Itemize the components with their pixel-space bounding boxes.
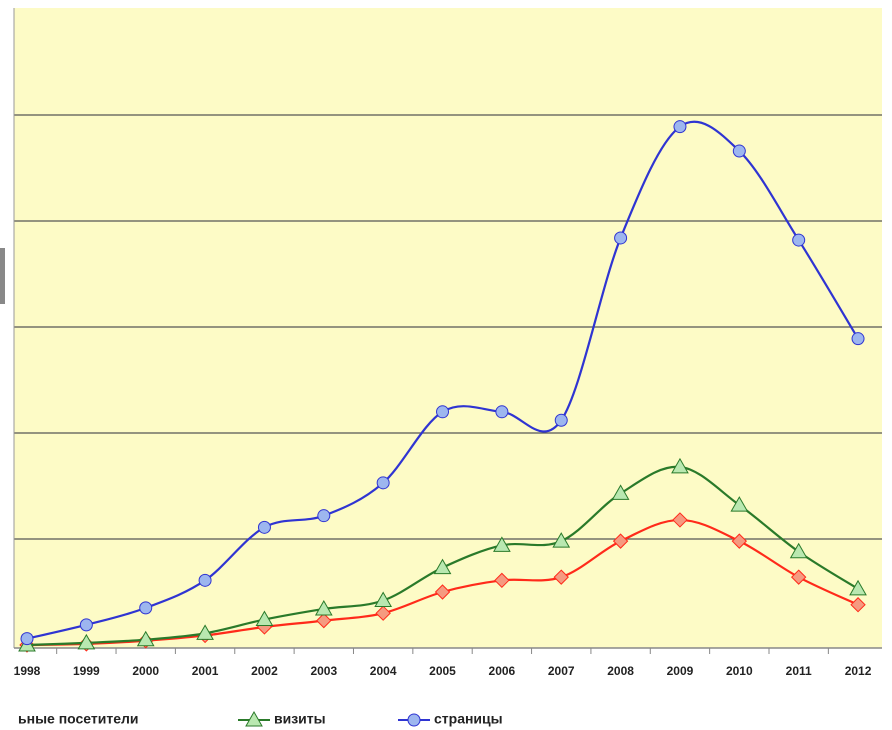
point xyxy=(433,558,452,575)
point xyxy=(317,509,331,523)
point xyxy=(493,536,511,552)
point xyxy=(851,332,865,346)
point xyxy=(375,605,391,621)
point xyxy=(611,484,630,500)
point xyxy=(198,573,212,587)
x-tick-label: 2002 xyxy=(251,664,278,678)
point xyxy=(552,532,571,548)
x-tick-label: 2000 xyxy=(132,664,159,678)
point xyxy=(731,533,748,549)
point xyxy=(79,618,93,632)
x-tick-label: 2007 xyxy=(548,664,575,678)
series-layer xyxy=(18,120,867,653)
point xyxy=(314,599,333,616)
x-tick-label: 2001 xyxy=(192,664,219,678)
point xyxy=(20,632,34,646)
point xyxy=(436,405,450,419)
point xyxy=(77,633,96,650)
point xyxy=(376,476,390,490)
point xyxy=(139,601,153,615)
point xyxy=(790,569,807,585)
legend-marker xyxy=(245,710,263,727)
edge-fragment xyxy=(0,248,5,304)
legend: ьные посетители визиты страницы xyxy=(18,711,503,727)
point xyxy=(554,413,568,427)
legend-label: визиты xyxy=(274,711,326,727)
x-tick-label: 2004 xyxy=(370,664,397,678)
x-tick-label: 2012 xyxy=(845,664,872,678)
point xyxy=(792,233,806,247)
point xyxy=(850,597,866,613)
point xyxy=(196,624,214,640)
point xyxy=(494,572,510,589)
point xyxy=(136,630,155,647)
x-tick-label: 1998 xyxy=(14,664,41,678)
point xyxy=(374,591,393,607)
series-line xyxy=(26,120,859,640)
point xyxy=(257,520,271,534)
point xyxy=(434,584,451,600)
point xyxy=(673,120,687,134)
point xyxy=(255,610,274,627)
legend-label: страницы xyxy=(434,711,503,727)
x-tick-label: 2010 xyxy=(726,664,753,678)
x-tick-label: 2006 xyxy=(489,664,516,678)
point xyxy=(612,533,629,549)
point xyxy=(316,612,332,629)
point xyxy=(495,405,509,419)
legend-marker xyxy=(407,713,421,727)
point xyxy=(789,542,808,559)
point xyxy=(732,144,746,158)
point xyxy=(849,579,867,596)
point xyxy=(672,512,688,528)
point xyxy=(553,569,569,585)
x-tick-label: 1999 xyxy=(73,664,100,678)
x-tick-label: 2003 xyxy=(310,664,337,678)
legend-label: ьные посетители xyxy=(18,711,139,727)
x-tick-label: 2011 xyxy=(786,664,812,678)
point xyxy=(671,457,689,474)
x-tick-label: 2009 xyxy=(667,664,694,678)
point xyxy=(614,231,628,245)
point xyxy=(730,496,749,512)
series-line xyxy=(26,465,859,647)
plot-area xyxy=(14,8,882,648)
x-tick-label: 2008 xyxy=(607,664,634,678)
series-line xyxy=(26,518,859,647)
x-tick-label: 2005 xyxy=(429,664,456,678)
